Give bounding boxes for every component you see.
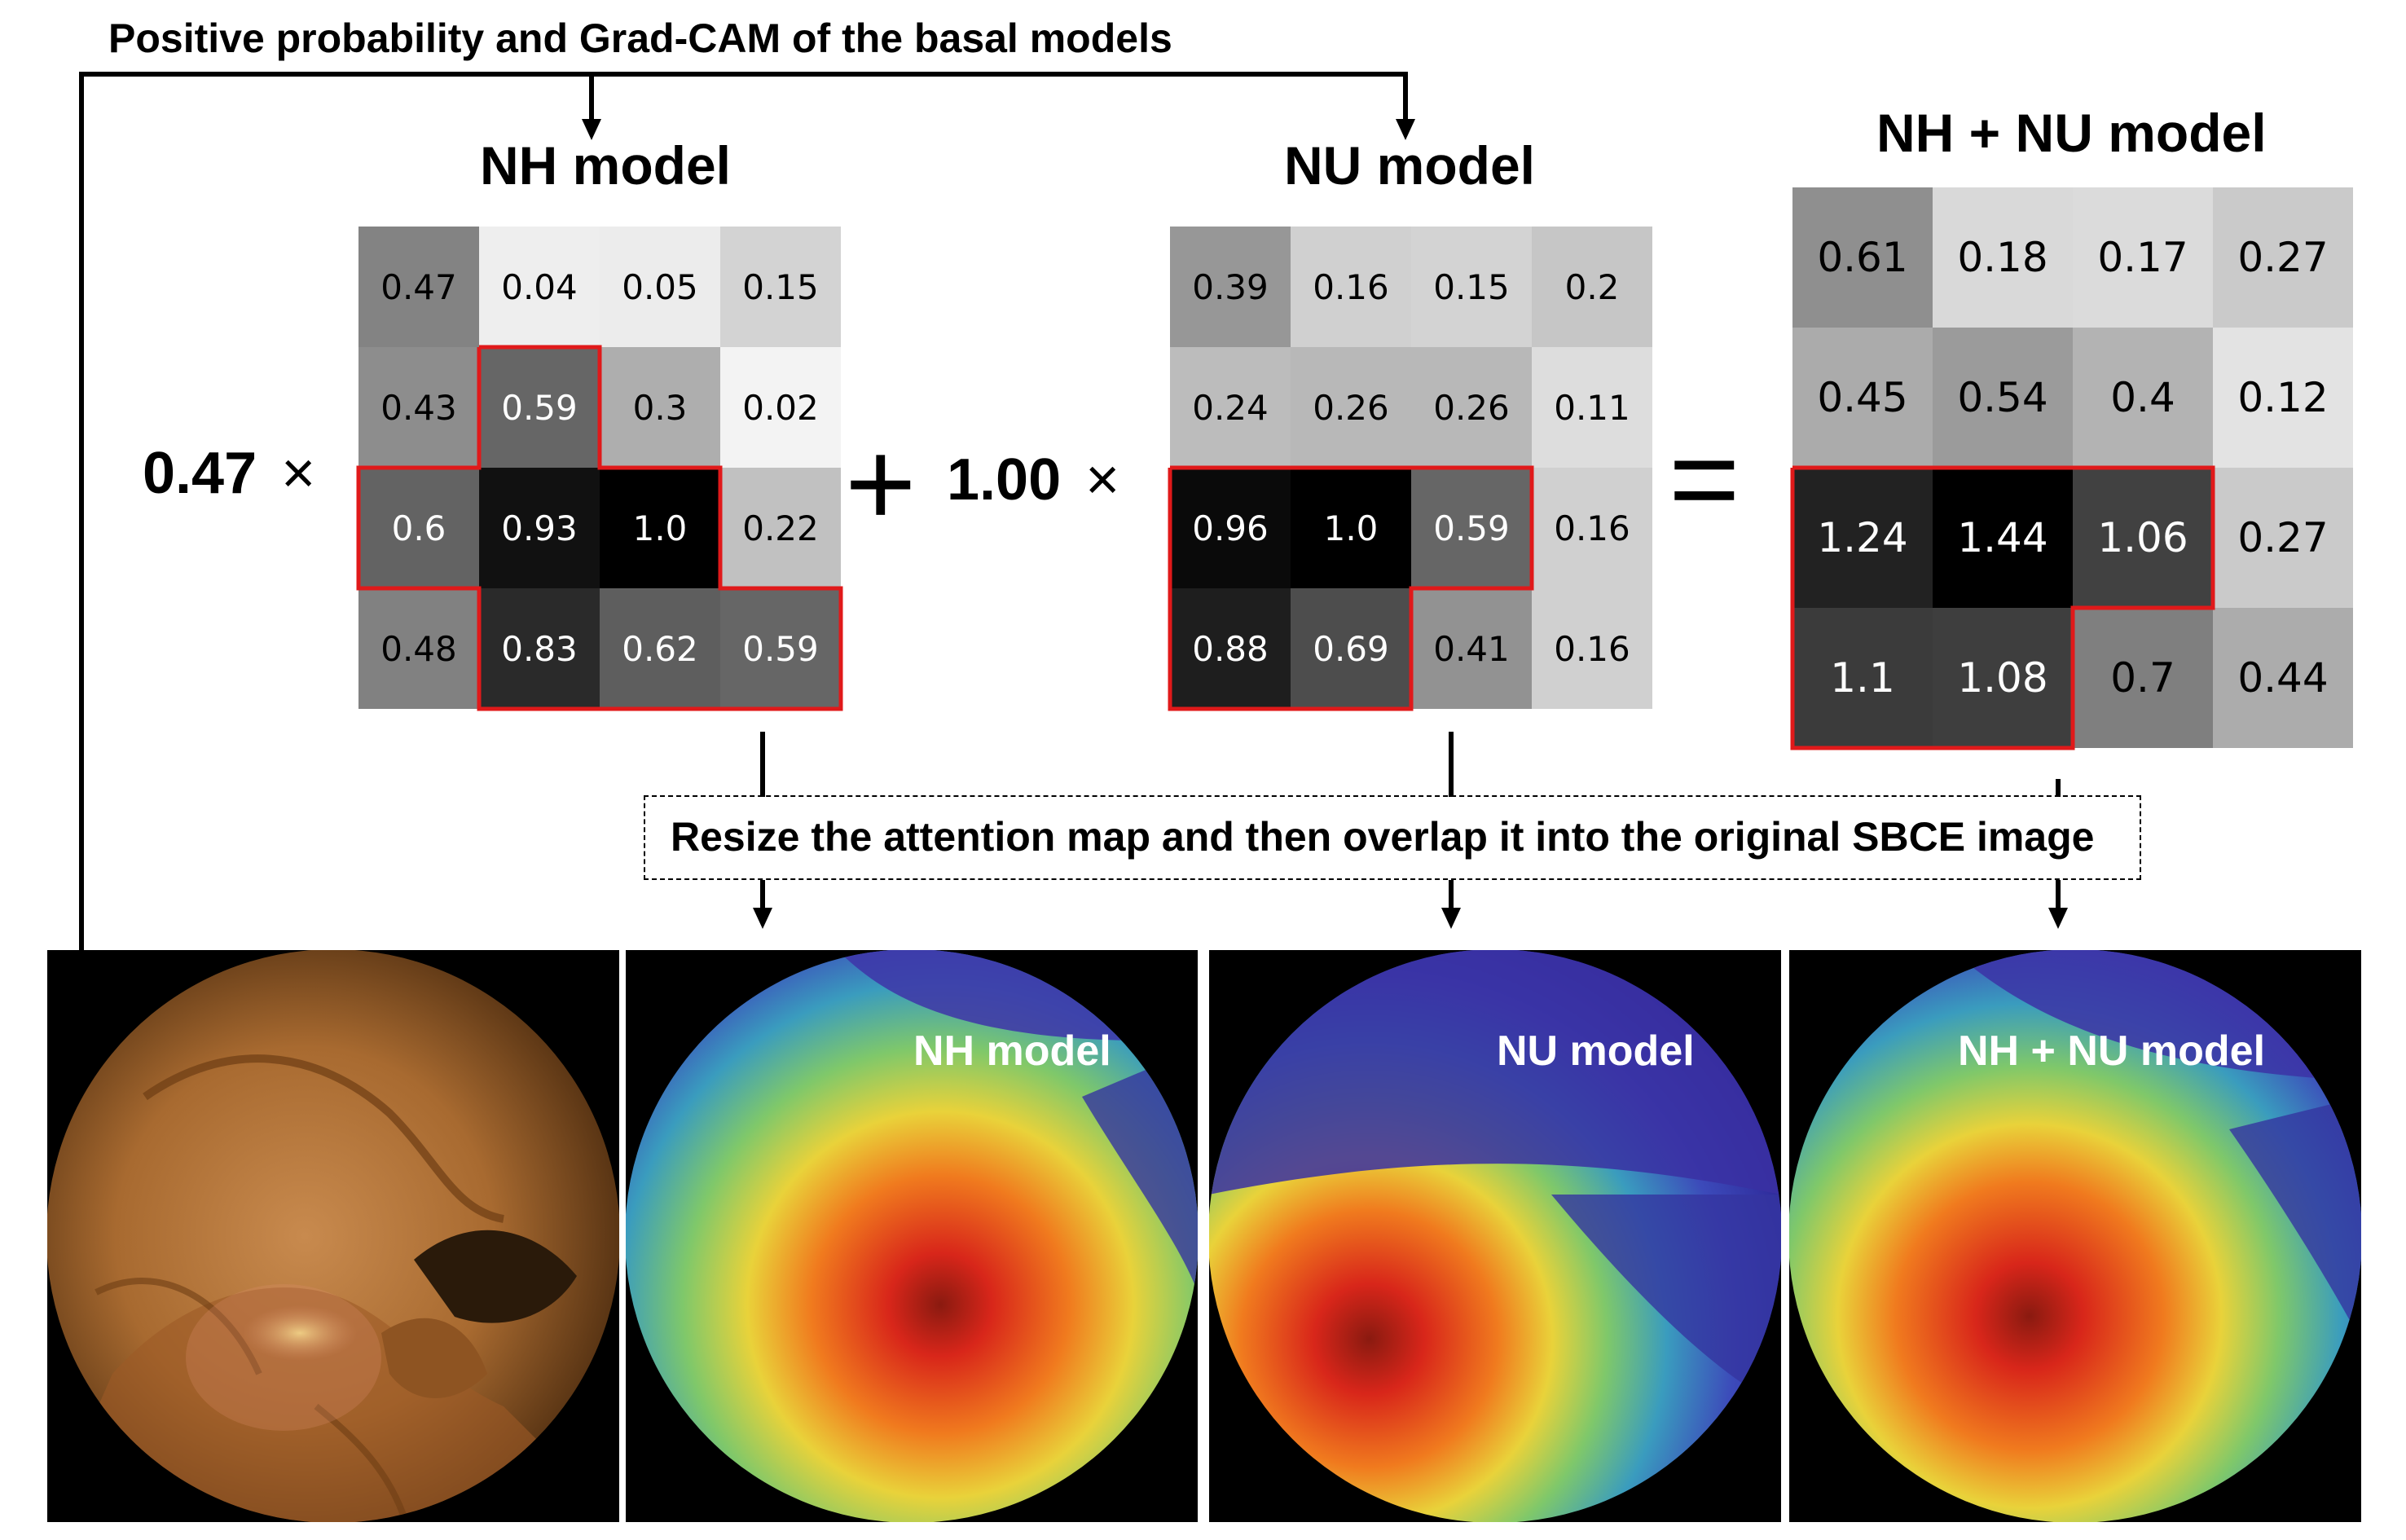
matrix-cell: 0.26 [1411, 347, 1532, 468]
matrix-cell: 0.43 [358, 347, 479, 468]
original-sbce-image [47, 950, 619, 1522]
matrix-cell: 0.47 [358, 227, 479, 347]
matrix-cell: 1.1 [1792, 608, 1933, 748]
matrix-cell: 0.24 [1170, 347, 1291, 468]
matrix-cell: 0.59 [1411, 468, 1532, 588]
matrix-cell: 1.06 [2073, 468, 2213, 608]
arrow-to-nh-matrix [582, 119, 601, 140]
combined-attention-matrix: 0.61 0.18 0.17 0.27 0.45 0.54 0.4 0.12 1.24 1.44 1… [1792, 187, 2353, 748]
figure-header: Positive probability and Grad-CAM of the… [108, 15, 1172, 61]
matrix-cell: 0.62 [600, 588, 720, 709]
matrix-cell: 0.54 [1933, 328, 2073, 468]
nu-gradcam-overlay-image: NU model [1209, 950, 1781, 1522]
matrix-cell: 0.88 [1170, 588, 1291, 709]
connector-nu-down [1403, 72, 1408, 121]
matrix-cell: 0.45 [1792, 328, 1933, 468]
matrix-cell: 0.83 [479, 588, 600, 709]
matrix-cell: 0.11 [1532, 347, 1652, 468]
matrix-cell: 0.93 [479, 468, 600, 588]
matrix-cell: 0.44 [2213, 608, 2353, 748]
matrix-cell: 1.0 [1291, 468, 1411, 588]
matrix-cell: 0.02 [720, 347, 841, 468]
nh-attention-matrix: 0.47 0.04 0.05 0.15 0.43 0.59 0.3 0.02 0.6 0.93 1.… [358, 227, 841, 709]
matrix-cell: 0.61 [1792, 187, 1933, 328]
connector-top-horizontal [79, 72, 1408, 77]
matrix-cell: 0.12 [2213, 328, 2353, 468]
combined-to-resize-line [2056, 779, 2061, 797]
plus-sign: + [845, 415, 917, 552]
matrix-cell: 0.17 [2073, 187, 2213, 328]
nu-to-resize-line [1449, 732, 1454, 797]
resize-note-text: Resize the attention map and then overla… [671, 814, 2095, 860]
matrix-cell: 0.2 [1532, 227, 1652, 347]
nh-gradcam-overlay-image: NH model [626, 950, 1198, 1522]
matrix-cell: 0.41 [1411, 588, 1532, 709]
nh-to-resize-line [760, 732, 765, 797]
matrix-cell: 0.15 [720, 227, 841, 347]
arrow-shaft-combined-overlay [2056, 880, 2061, 909]
matrix-cell: 0.04 [479, 227, 600, 347]
combined-matrix-title: NH + NU model [1876, 103, 2267, 163]
matrix-cell: 0.15 [1411, 227, 1532, 347]
nh-weight-value: 0.47 [143, 441, 257, 506]
matrix-cell: 0.16 [1532, 588, 1652, 709]
matrix-cell: 0.59 [720, 588, 841, 709]
nu-attention-matrix: 0.39 0.16 0.15 0.2 0.24 0.26 0.26 0.11 0.96 1.0 0.… [1170, 227, 1652, 709]
matrix-cell: 0.26 [1291, 347, 1411, 468]
nu-matrix-title: NU model [1284, 135, 1536, 196]
nu-weight-value: 1.00 [947, 447, 1062, 513]
matrix-cell: 1.24 [1792, 468, 1933, 608]
nh-weight-expression: 0.47 × [143, 440, 315, 507]
nu-weight-expression: 1.00 × [947, 447, 1119, 513]
matrix-cell: 0.59 [479, 347, 600, 468]
times-sign: × [281, 441, 316, 506]
arrow-to-nh-overlay [753, 908, 772, 929]
matrix-cell: 0.27 [2213, 187, 2353, 328]
connector-nh-down [589, 72, 594, 121]
combined-overlay-label: NH + NU model [1958, 1027, 2266, 1075]
matrix-cell: 0.27 [2213, 468, 2353, 608]
matrix-cell: 0.22 [720, 468, 841, 588]
matrix-cell: 0.16 [1532, 468, 1652, 588]
matrix-cell: 0.05 [600, 227, 720, 347]
arrow-to-combined-overlay [2048, 908, 2068, 929]
matrix-cell: 0.18 [1933, 187, 2073, 328]
connector-left-vertical [79, 72, 84, 952]
nu-overlay-label: NU model [1497, 1027, 1695, 1075]
matrix-cell: 1.08 [1933, 608, 2073, 748]
combined-gradcam-overlay-image: NH + NU model [1789, 950, 2361, 1522]
matrix-cell: 1.0 [600, 468, 720, 588]
matrix-cell: 1.44 [1933, 468, 2073, 608]
equals-sign: = [1669, 410, 1740, 547]
arrow-to-nu-matrix [1396, 119, 1415, 140]
resize-note-box [644, 795, 2141, 880]
arrow-shaft-nu-overlay [1449, 880, 1454, 909]
matrix-cell: 0.6 [358, 468, 479, 588]
arrow-to-nu-overlay [1441, 908, 1461, 929]
matrix-cell: 0.39 [1170, 227, 1291, 347]
matrix-cell: 0.16 [1291, 227, 1411, 347]
nh-matrix-title: NH model [480, 135, 732, 196]
matrix-cell: 0.48 [358, 588, 479, 709]
arrow-shaft-nh-overlay [760, 880, 765, 909]
matrix-cell: 0.3 [600, 347, 720, 468]
matrix-cell: 0.96 [1170, 468, 1291, 588]
nh-overlay-label: NH model [913, 1027, 1111, 1075]
matrix-cell: 0.7 [2073, 608, 2213, 748]
times-sign: × [1085, 447, 1120, 513]
matrix-cell: 0.69 [1291, 588, 1411, 709]
matrix-cell: 0.4 [2073, 328, 2213, 468]
